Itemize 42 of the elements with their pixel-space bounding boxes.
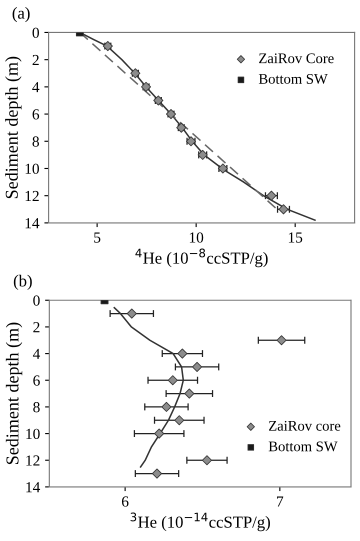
x-axis-title: $^{3}$He (10$^{−14}$ccSTP/g) — [130, 512, 270, 532]
point — [177, 348, 188, 359]
legend-label: ZaiRov core — [269, 420, 340, 431]
y-tick-label: 14 — [26, 218, 40, 228]
x-tick-label: 5 — [94, 232, 100, 243]
y-tick-label: 2 — [33, 322, 40, 332]
x-tick-label: 15 — [288, 232, 302, 243]
y-tick-label: 0 — [32, 28, 39, 38]
y-tick-label: 12 — [26, 455, 40, 466]
point — [161, 402, 172, 412]
legend-label: ZaiRov Core — [259, 53, 334, 64]
point — [202, 455, 212, 466]
y-axis-title: Sediment depth (m) — [6, 322, 22, 464]
y-tick-label: 8 — [32, 136, 39, 147]
x-tick-label: 10 — [190, 232, 204, 243]
chart-title: (b) — [14, 274, 32, 290]
chart-title: (a) — [12, 7, 30, 22]
y-tick-label: 4 — [32, 348, 40, 359]
y-tick-label: 12 — [26, 190, 39, 201]
y-tick-label: 10 — [26, 428, 40, 440]
y-tick-label: 4 — [32, 82, 40, 92]
point — [184, 388, 194, 399]
point — [276, 335, 287, 346]
legend-label: Bottom SW — [258, 74, 328, 84]
line-series — [114, 306, 184, 468]
y-tick-label: 6 — [32, 109, 40, 120]
x-tick-label: 7 — [277, 496, 284, 507]
legend-label: Bottom SW — [268, 442, 338, 452]
y-axis-title: Sediment depth (m) — [5, 56, 22, 198]
y-tick-label: 6 — [33, 375, 40, 386]
x-axis-title: $^{4}$He (10$^{−8}$ccSTP/g) — [135, 248, 268, 268]
point — [174, 415, 184, 426]
y-tick-label: 0 — [33, 295, 40, 306]
point — [192, 362, 202, 372]
point — [168, 375, 178, 386]
point — [152, 468, 162, 479]
y-tick-label: 10 — [26, 164, 39, 174]
point — [126, 308, 137, 319]
point — [154, 428, 164, 439]
y-tick-label: 8 — [33, 402, 40, 412]
y-tick-label: 2 — [32, 54, 39, 65]
y-tick-label: 14 — [26, 482, 40, 492]
